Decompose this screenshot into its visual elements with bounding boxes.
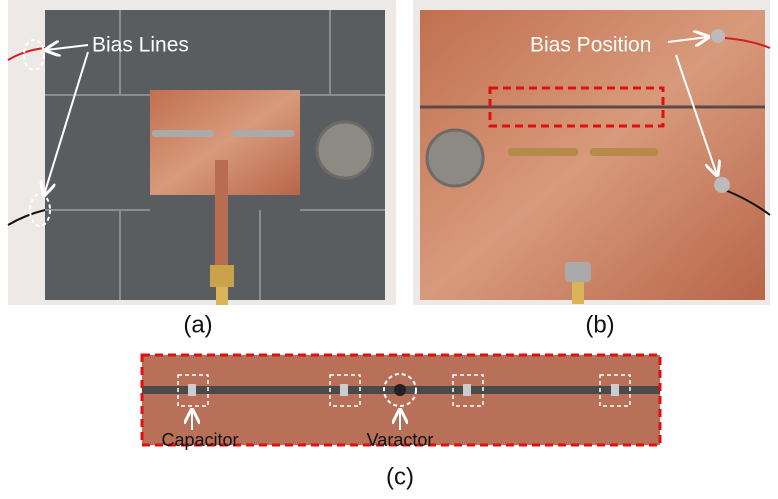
label: Varactor [367, 430, 434, 450]
caption: (a) [183, 311, 212, 338]
label: Capacitor [161, 430, 238, 450]
panel-a: Bias Lines [8, 0, 396, 305]
coin [317, 122, 373, 178]
annotation: Bias Position [530, 34, 651, 57]
panel-b: Bias Position [413, 0, 770, 305]
coin [427, 130, 483, 186]
annotation: Bias Lines [92, 34, 189, 57]
caption: (c) [386, 463, 414, 490]
figure: Bias Lines (a) Bias Position (b) Capacit… [0, 0, 778, 499]
caption: (b) [585, 311, 614, 338]
feed-line [215, 160, 228, 272]
